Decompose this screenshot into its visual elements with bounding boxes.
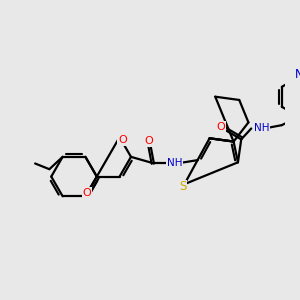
Text: O: O xyxy=(82,188,91,198)
Text: N: N xyxy=(295,68,300,82)
Text: NH: NH xyxy=(167,158,182,168)
Text: NH: NH xyxy=(254,124,269,134)
Text: O: O xyxy=(216,122,225,132)
Text: O: O xyxy=(145,136,154,146)
Text: O: O xyxy=(118,135,127,145)
Text: S: S xyxy=(179,181,186,194)
